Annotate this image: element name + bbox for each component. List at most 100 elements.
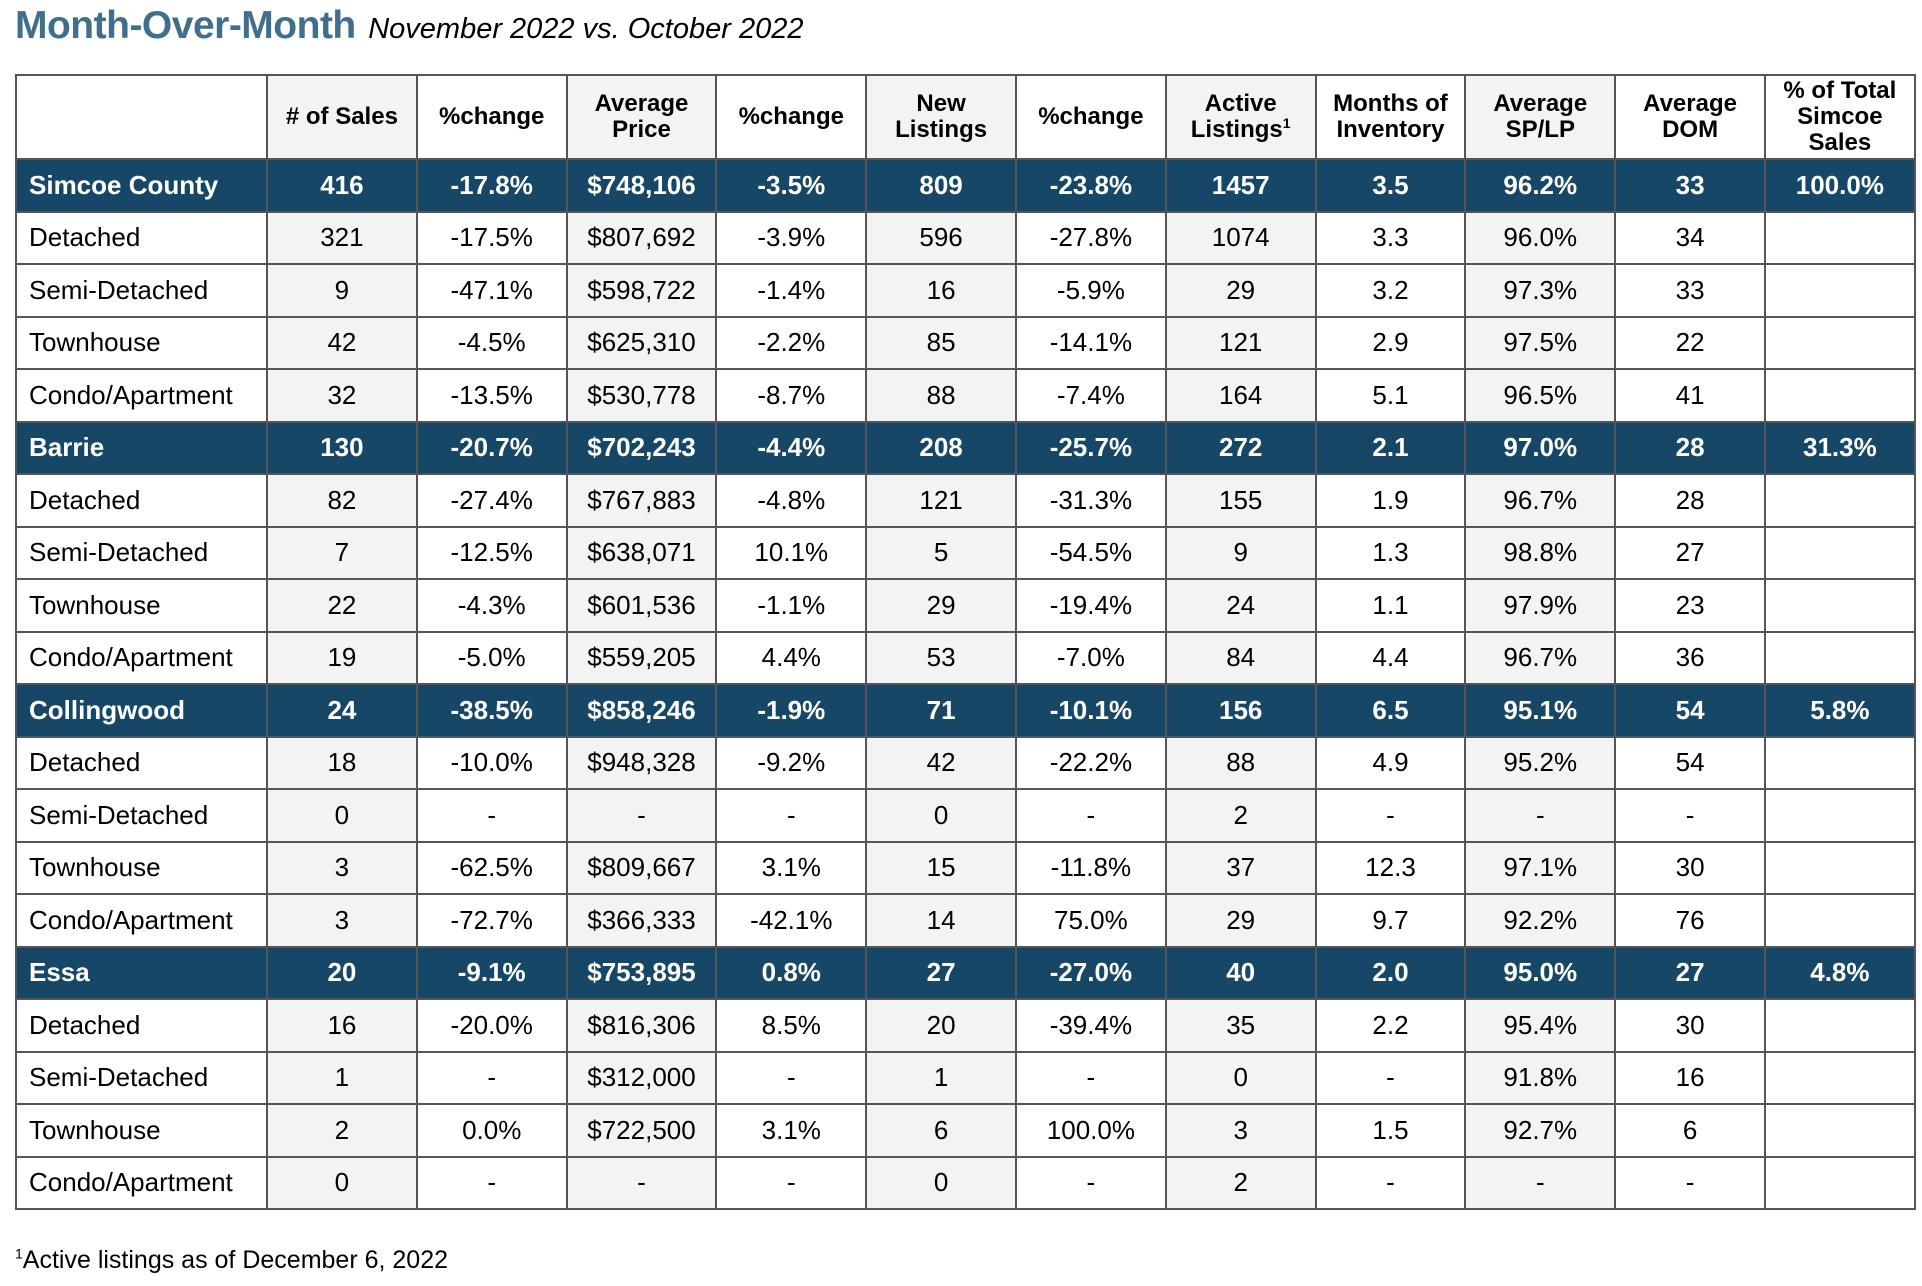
cell-average-sp-lp: 97.5% xyxy=(1464,315,1617,370)
cell-percent-of-total-sales: 5.8% xyxy=(1763,683,1916,738)
cell-price-change: -1.1% xyxy=(715,578,868,633)
cell-listings-change: -39.4% xyxy=(1014,998,1167,1053)
cell-percent-of-total-sales: 4.8% xyxy=(1763,945,1916,1000)
cell-sales-change: -17.5% xyxy=(415,210,568,265)
cell-months-of-inventory: 4.9 xyxy=(1314,735,1467,790)
cell-number-of-sales: 321 xyxy=(266,210,418,265)
cell-listings-change: -54.5% xyxy=(1014,525,1167,580)
cell-active-listings: 84 xyxy=(1164,630,1317,685)
cell-months-of-inventory: 2.2 xyxy=(1314,998,1467,1053)
cell-listings-change: -11.8% xyxy=(1014,840,1167,895)
cell-new-listings: 0 xyxy=(865,1155,1017,1210)
property-type-row: Townhouse 3 -62.5% $809,667 3.1% 15 -11.8% 37 12… xyxy=(15,840,1916,895)
cell-price-change: -1.9% xyxy=(715,683,868,738)
cell-new-listings: 208 xyxy=(865,420,1017,475)
cell-average-dom: 36 xyxy=(1614,630,1766,685)
cell-price-change: - xyxy=(715,788,868,843)
cell-number-of-sales: 0 xyxy=(266,788,418,843)
cell-percent-of-total-sales xyxy=(1763,998,1916,1053)
column-header-label: New Listings xyxy=(895,90,988,143)
cell-price-change: 0.8% xyxy=(715,945,868,1000)
cell-average-price: $767,883 xyxy=(565,473,718,528)
cell-row-label: Townhouse xyxy=(15,1103,268,1158)
column-header-label: Months of Inventory xyxy=(1333,90,1448,143)
cell-sales-change: -4.5% xyxy=(415,315,568,370)
column-header-label: Active Listings xyxy=(1190,90,1283,143)
cell-new-listings: 27 xyxy=(865,945,1017,1000)
cell-average-price: $753,895 xyxy=(565,945,718,1000)
property-type-row: Townhouse 22 -4.3% $601,536 -1.1% 29 -19.4% 24 1… xyxy=(15,578,1916,633)
cell-new-listings: 20 xyxy=(865,998,1017,1053)
column-header-row-label xyxy=(15,74,268,160)
cell-listings-change: -27.0% xyxy=(1014,945,1167,1000)
cell-active-listings: 272 xyxy=(1164,420,1317,475)
cell-listings-change: -7.4% xyxy=(1014,368,1167,423)
column-header-price-change: %change xyxy=(715,74,868,160)
cell-percent-of-total-sales xyxy=(1763,578,1916,633)
cell-average-price: $601,536 xyxy=(565,578,718,633)
column-header-label: %change xyxy=(439,103,545,130)
cell-listings-change: -14.1% xyxy=(1014,315,1167,370)
column-header-sales-change: %change xyxy=(415,74,568,160)
cell-price-change: -3.9% xyxy=(715,210,868,265)
cell-number-of-sales: 24 xyxy=(266,683,418,738)
cell-number-of-sales: 3 xyxy=(266,893,418,948)
column-header-active-listings: Active Listings1 xyxy=(1164,74,1317,160)
cell-new-listings: 14 xyxy=(865,893,1017,948)
table-header: # of Sales %change Average Price %change New… xyxy=(15,74,1916,160)
cell-months-of-inventory: 9.7 xyxy=(1314,893,1467,948)
cell-listings-change: -5.9% xyxy=(1014,263,1167,318)
cell-price-change: -1.4% xyxy=(715,263,868,318)
cell-row-label: Condo/Apartment xyxy=(15,368,268,423)
cell-price-change: 8.5% xyxy=(715,998,868,1053)
cell-active-listings: 121 xyxy=(1164,315,1317,370)
cell-active-listings: 2 xyxy=(1164,788,1317,843)
cell-sales-change: -5.0% xyxy=(415,630,568,685)
property-type-row: Semi-Detached 9 -47.1% $598,722 -1.4% 16 -5.9%… xyxy=(15,263,1916,318)
cell-sales-change: - xyxy=(415,1050,568,1105)
cell-average-dom: 6 xyxy=(1614,1103,1766,1158)
cell-row-label: Semi-Detached xyxy=(15,1050,268,1105)
column-header-label: # of Sales xyxy=(285,103,398,130)
cell-listings-change: -19.4% xyxy=(1014,578,1167,633)
footnote-text: Active listings as of December 6, 2022 xyxy=(22,1246,449,1274)
month-over-month-table: # of Sales %change Average Price %change New… xyxy=(15,74,1916,1210)
cell-number-of-sales: 7 xyxy=(266,525,418,580)
cell-average-sp-lp: - xyxy=(1464,788,1617,843)
cell-row-label: Simcoe County xyxy=(15,158,268,213)
cell-price-change: 4.4% xyxy=(715,630,868,685)
cell-percent-of-total-sales xyxy=(1763,473,1916,528)
cell-average-sp-lp: 96.7% xyxy=(1464,473,1617,528)
cell-months-of-inventory: 12.3 xyxy=(1314,840,1467,895)
cell-months-of-inventory: 3.3 xyxy=(1314,210,1467,265)
table-body: Simcoe County 416 -17.8% $748,106 -3.5% 809 -2… xyxy=(15,158,1916,1210)
cell-row-label: Detached xyxy=(15,735,268,790)
cell-number-of-sales: 16 xyxy=(266,998,418,1053)
cell-percent-of-total-sales xyxy=(1763,735,1916,790)
column-header-label: Average Price xyxy=(594,90,689,143)
cell-average-price: $530,778 xyxy=(565,368,718,423)
property-type-row: Condo/Apartment 32 -13.5% $530,778 -8.7% 88 -7… xyxy=(15,368,1916,423)
cell-number-of-sales: 3 xyxy=(266,840,418,895)
cell-number-of-sales: 20 xyxy=(266,945,418,1000)
cell-average-price: $816,306 xyxy=(565,998,718,1053)
property-type-row: Semi-Detached 1- $312,000-1-0-91.8% 16 xyxy=(15,1050,1916,1105)
cell-sales-change: -27.4% xyxy=(415,473,568,528)
cell-new-listings: 809 xyxy=(865,158,1017,213)
cell-average-sp-lp: - xyxy=(1464,1155,1617,1210)
cell-months-of-inventory: 2.1 xyxy=(1314,420,1467,475)
cell-new-listings: 29 xyxy=(865,578,1017,633)
cell-percent-of-total-sales xyxy=(1763,1155,1916,1210)
cell-number-of-sales: 18 xyxy=(266,735,418,790)
cell-average-sp-lp: 91.8% xyxy=(1464,1050,1617,1105)
cell-percent-of-total-sales: 31.3% xyxy=(1763,420,1916,475)
cell-average-dom: 33 xyxy=(1614,158,1766,213)
cell-active-listings: 0 xyxy=(1164,1050,1317,1105)
cell-average-dom: 54 xyxy=(1614,683,1766,738)
cell-average-sp-lp: 92.7% xyxy=(1464,1103,1617,1158)
property-type-row: Semi-Detached 7 -12.5% $638,071 10.1% 5 -54.5%… xyxy=(15,525,1916,580)
cell-price-change: -3.5% xyxy=(715,158,868,213)
cell-listings-change: - xyxy=(1014,788,1167,843)
cell-sales-change: -17.8% xyxy=(415,158,568,213)
cell-percent-of-total-sales xyxy=(1763,1103,1916,1158)
